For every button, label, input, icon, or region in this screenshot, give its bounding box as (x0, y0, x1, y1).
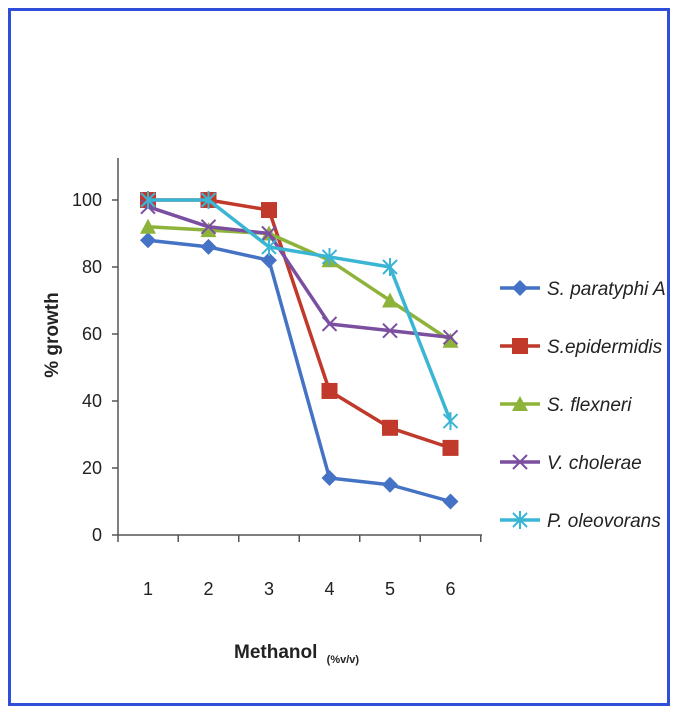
data-point (261, 252, 277, 269)
series-line (147, 238, 451, 504)
series-line (148, 198, 453, 422)
diamond-marker-shape (200, 238, 217, 255)
data-point (442, 439, 459, 456)
data-point (261, 202, 277, 219)
x-marker-stroke (261, 225, 277, 242)
data-point (200, 238, 217, 255)
x-axis-title-unit: (%v/v) (327, 654, 360, 666)
x-marker-stroke (382, 322, 398, 339)
square-marker-shape (321, 382, 338, 399)
legend-item-5: P. oleovorans (500, 511, 661, 532)
y-tick-label: 20 (82, 458, 102, 478)
legend-swatch-marker (512, 396, 528, 411)
legend-swatch-marker (512, 338, 528, 354)
data-point (382, 322, 398, 339)
series-line (148, 198, 452, 450)
y-tick-label: 40 (82, 391, 102, 411)
data-point (200, 191, 217, 209)
data-point (442, 493, 459, 510)
data-point (442, 332, 459, 348)
triangle-marker-shape (140, 218, 156, 234)
x-marker-stroke (512, 454, 528, 470)
x-tick-label: 1 (143, 579, 153, 599)
triangle-marker-shape (200, 222, 217, 238)
legend-item-3: S. flexneri (500, 395, 632, 416)
legend-label: S. flexneri (547, 395, 632, 416)
data-point (140, 191, 156, 209)
data-point (140, 218, 156, 234)
legend-item-4: V. cholerae (500, 453, 642, 474)
legend-label: S.epidermidis (547, 337, 663, 358)
data-point (261, 225, 277, 242)
data-point (200, 222, 217, 238)
legend-item-2: S.epidermidis (500, 337, 663, 358)
diamond-marker-shape (321, 470, 338, 487)
series-layer (140, 191, 459, 510)
y-tick-label: 60 (82, 324, 102, 344)
data-point (382, 419, 398, 436)
series-1 (140, 232, 459, 510)
data-point (321, 382, 338, 399)
x-axis-title-main: Methanol (234, 642, 317, 663)
diamond-marker-shape (140, 232, 156, 249)
data-point (321, 247, 338, 266)
data-point (382, 258, 398, 276)
x-marker-stroke (200, 219, 217, 235)
y-tick-label: 80 (82, 257, 102, 277)
triangle-marker-shape (442, 332, 459, 348)
y-tick-label: 100 (72, 190, 102, 210)
series-line (147, 205, 451, 340)
diamond-marker-shape (442, 493, 459, 510)
diamond-marker-shape (261, 252, 277, 269)
data-point (321, 470, 338, 487)
series-3 (140, 218, 459, 348)
x-tick-label: 2 (203, 579, 213, 599)
series-5 (140, 191, 459, 431)
data-point (140, 232, 156, 249)
square-marker-shape (261, 202, 277, 219)
data-point (200, 219, 217, 235)
data-point (442, 329, 459, 346)
axes: 0 20 40 60 80 100 1 2 3 4 5 6 (72, 158, 482, 599)
legend: S. paratyphi A S.epidermidis S. flexneri V.… (500, 279, 666, 532)
legend-swatch-marker (512, 280, 528, 296)
data-point (442, 412, 459, 431)
x-tick-label: 5 (385, 579, 395, 599)
legend-label: P. oleovorans (547, 511, 661, 532)
square-marker-shape (442, 439, 459, 456)
data-point (382, 476, 398, 493)
y-axis-title: % growth (42, 292, 63, 378)
y-tick-label: 0 (92, 525, 102, 545)
series-line (147, 225, 452, 343)
data-point (321, 316, 338, 332)
legend-swatch-marker (512, 454, 528, 470)
data-point (382, 292, 398, 308)
legend-item-1: S. paratyphi A (500, 279, 666, 300)
diamond-marker-shape (382, 476, 398, 493)
legend-label: S. paratyphi A (547, 279, 666, 300)
triangle-marker-shape (512, 396, 528, 411)
legend-swatch-marker (512, 511, 528, 529)
triangle-marker-shape (382, 292, 398, 308)
x-axis-title: Methanol (%v/v) (234, 642, 359, 666)
square-marker-shape (512, 338, 528, 354)
x-tick-label: 4 (324, 579, 334, 599)
x-marker-stroke (442, 329, 459, 346)
x-tick-label: 3 (264, 579, 274, 599)
square-marker-shape (382, 419, 398, 436)
x-marker-stroke (321, 316, 338, 332)
x-tick-label: 6 (445, 579, 455, 599)
diamond-marker-shape (512, 280, 528, 296)
data-point (261, 237, 277, 256)
legend-label: V. cholerae (547, 453, 642, 474)
